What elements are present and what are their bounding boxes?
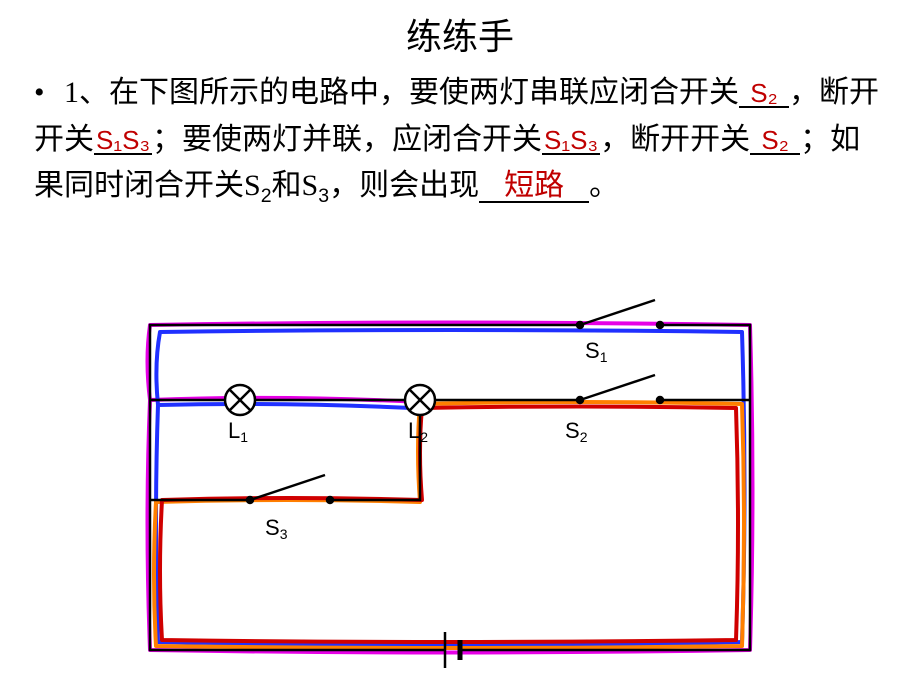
s3-sub: 3 bbox=[318, 185, 329, 207]
q-t8: 。 bbox=[589, 169, 619, 202]
q-t3: ；要使两灯并联，应闭合开关 bbox=[152, 123, 542, 156]
q-t4: ，断开开关 bbox=[600, 123, 750, 156]
q-number: 1、 bbox=[64, 76, 109, 109]
svg-text:L2: L2 bbox=[408, 418, 428, 445]
highlight-blue bbox=[156, 330, 745, 645]
answer-3: S₁S₃ bbox=[542, 127, 600, 155]
q-t7: ，则会出现 bbox=[329, 169, 479, 202]
page-title: 练练手 bbox=[0, 0, 920, 60]
question-text: •1、在下图所示的电路中，要使两灯串联应闭合开关S₂，断开开关S₁S₃；要使两灯… bbox=[0, 60, 920, 211]
answer-4: S₂ bbox=[750, 127, 800, 155]
circuit-diagram: L1 L2 S1 S2 S3 bbox=[100, 280, 820, 680]
answer-5: 短路 bbox=[479, 171, 589, 203]
svg-text:S2: S2 bbox=[565, 418, 588, 445]
schematic-wires bbox=[150, 300, 750, 668]
bullet: • bbox=[34, 70, 64, 117]
answer-1: S₂ bbox=[739, 80, 789, 108]
answer-2: S₁S₃ bbox=[94, 127, 152, 155]
component-labels: L1 L2 S1 S2 S3 bbox=[228, 338, 608, 542]
svg-text:L1: L1 bbox=[228, 418, 248, 445]
s2-sub: 2 bbox=[261, 185, 272, 207]
svg-text:S3: S3 bbox=[265, 515, 288, 542]
highlight-magenta bbox=[148, 323, 753, 653]
q-t6: 和S bbox=[272, 169, 319, 202]
svg-text:S1: S1 bbox=[585, 338, 608, 365]
q-t1: 在下图所示的电路中，要使两灯串联应闭合开关 bbox=[109, 76, 739, 109]
